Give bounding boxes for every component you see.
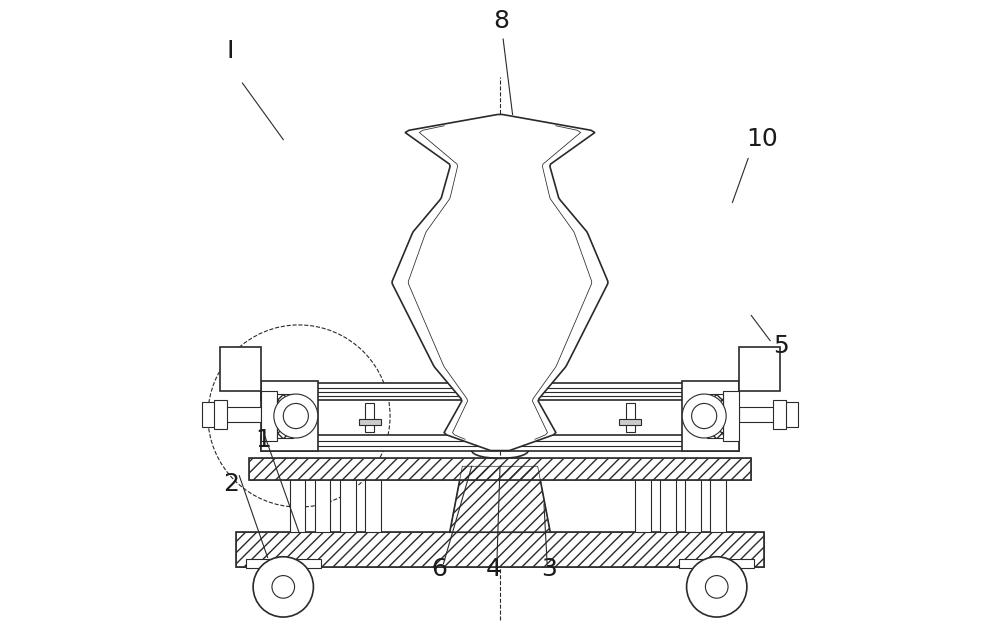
Bar (236, 532, 764, 567)
Circle shape (274, 394, 318, 438)
Circle shape (283, 403, 308, 428)
Text: 10: 10 (746, 127, 778, 151)
Bar (635, 479, 651, 532)
Bar (214, 406, 261, 422)
Circle shape (253, 557, 313, 617)
Circle shape (272, 575, 295, 598)
Bar (660, 479, 676, 532)
Bar (246, 558, 321, 568)
Bar (220, 347, 261, 391)
Bar (739, 406, 786, 422)
Circle shape (705, 575, 728, 598)
Bar (685, 479, 701, 532)
Bar (710, 479, 726, 532)
Bar (626, 403, 635, 432)
Bar (365, 479, 381, 532)
Polygon shape (450, 466, 550, 532)
Polygon shape (392, 114, 608, 451)
Circle shape (692, 403, 717, 428)
Bar (679, 558, 754, 568)
Circle shape (687, 557, 747, 617)
Bar (359, 419, 381, 425)
Text: 2: 2 (224, 473, 240, 497)
Bar (315, 479, 330, 532)
Bar (707, 394, 723, 438)
Bar (261, 391, 277, 441)
Text: 1: 1 (255, 428, 271, 452)
Bar (214, 400, 227, 428)
Text: 5: 5 (773, 334, 789, 358)
Bar (290, 479, 305, 532)
Text: 8: 8 (493, 9, 509, 33)
Bar (723, 391, 739, 441)
Bar (739, 347, 780, 391)
Text: 3: 3 (541, 557, 557, 581)
Bar (249, 458, 751, 480)
Bar (202, 402, 217, 427)
Bar (365, 403, 374, 432)
Bar (236, 532, 764, 567)
Bar (261, 383, 739, 400)
Bar (277, 394, 293, 438)
Bar (619, 419, 641, 425)
Bar (249, 458, 751, 480)
Text: 4: 4 (486, 557, 502, 581)
Bar (340, 479, 356, 532)
Bar (682, 382, 739, 451)
Circle shape (682, 394, 726, 438)
Bar (783, 402, 798, 427)
Text: I: I (227, 39, 234, 63)
Bar (773, 400, 786, 428)
Bar (261, 382, 318, 451)
Bar (261, 435, 739, 451)
Text: 6: 6 (431, 557, 447, 581)
